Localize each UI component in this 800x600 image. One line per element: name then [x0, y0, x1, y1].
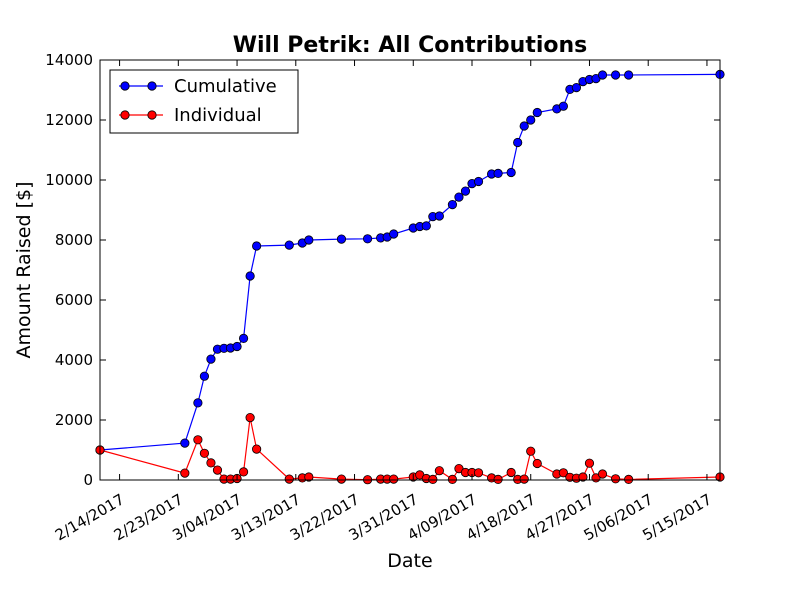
- y-axis-title: Amount Raised [$]: [13, 181, 35, 358]
- data-point-cumulative: [389, 229, 399, 239]
- data-point-cumulative: [252, 241, 262, 251]
- legend-marker: [147, 110, 157, 120]
- data-point-individual: [193, 435, 203, 445]
- plot-frame: [99, 59, 721, 481]
- data-point-cumulative: [597, 70, 608, 80]
- data-point-cumulative: [513, 137, 523, 148]
- y-tick-label: 8000: [55, 231, 93, 249]
- legend-label: Cumulative: [174, 76, 277, 97]
- data-point-individual: [180, 468, 190, 478]
- data-point-cumulative: [304, 235, 314, 245]
- data-point-individual: [519, 474, 529, 484]
- data-point-individual: [624, 474, 634, 484]
- data-point-individual: [434, 466, 444, 476]
- data-point-cumulative: [454, 192, 464, 202]
- data-point-cumulative: [336, 234, 347, 244]
- data-point-individual: [506, 467, 516, 478]
- data-point-cumulative: [519, 121, 529, 131]
- data-point-individual: [389, 474, 399, 484]
- data-point-individual: [245, 412, 255, 423]
- data-point-cumulative: [624, 70, 634, 80]
- plot-area: [95, 69, 725, 485]
- legend-box: [109, 69, 299, 134]
- data-point-cumulative: [180, 438, 190, 448]
- data-point-individual: [526, 446, 536, 456]
- data-point-cumulative: [460, 186, 471, 196]
- data-point-cumulative: [571, 83, 582, 93]
- y-tick-label: 0: [83, 471, 93, 489]
- data-point-cumulative: [610, 70, 621, 80]
- data-point-individual: [252, 444, 262, 454]
- data-point-individual: [610, 474, 621, 484]
- data-point-cumulative: [284, 240, 294, 250]
- data-point-individual: [428, 474, 438, 484]
- data-point-cumulative: [473, 176, 484, 187]
- y-tick-label: 14000: [45, 51, 93, 69]
- data-point-individual: [473, 468, 484, 478]
- legend-entry-cumulative: Cumulative: [119, 76, 277, 97]
- legend-label: Individual: [174, 105, 262, 126]
- data-point-individual: [304, 472, 314, 482]
- data-point-cumulative: [199, 371, 210, 381]
- y-tick-label: 10000: [45, 171, 93, 189]
- data-point-cumulative: [362, 234, 373, 244]
- data-point-cumulative: [493, 168, 503, 178]
- y-tick-label: 12000: [45, 111, 93, 129]
- data-point-cumulative: [532, 107, 542, 118]
- data-point-cumulative: [238, 333, 249, 343]
- data-point-cumulative: [421, 221, 431, 231]
- data-point-cumulative: [558, 101, 568, 111]
- data-point-individual: [336, 474, 347, 484]
- data-point-cumulative: [245, 271, 255, 281]
- data-point-cumulative: [206, 354, 216, 364]
- data-point-individual: [206, 458, 216, 468]
- data-point-individual: [238, 467, 249, 477]
- legend-marker: [147, 81, 157, 91]
- data-point-cumulative: [193, 398, 203, 408]
- data-point-cumulative: [506, 167, 516, 178]
- data-point-individual: [597, 469, 608, 479]
- data-point-individual: [447, 474, 458, 484]
- data-point-individual: [284, 474, 294, 484]
- y-tick-label: 2000: [55, 411, 93, 429]
- legend-entry-individual: Individual: [119, 105, 262, 126]
- legend-marker: [120, 81, 130, 91]
- data-point-cumulative: [447, 200, 458, 210]
- data-point-individual: [493, 474, 503, 484]
- data-point-individual: [578, 472, 588, 482]
- data-point-cumulative: [526, 115, 536, 125]
- data-point-cumulative: [434, 211, 444, 221]
- data-point-individual: [212, 465, 223, 475]
- data-point-individual: [584, 458, 595, 468]
- data-point-individual: [532, 458, 542, 469]
- y-tick-label: 6000: [55, 291, 93, 309]
- data-point-individual: [558, 468, 568, 478]
- data-point-cumulative: [232, 341, 242, 352]
- data-point-individual: [199, 448, 210, 458]
- x-axis-title: Date: [387, 550, 432, 572]
- chart-title: Will Petrik: All Contributions: [233, 33, 588, 58]
- legend: Cumulative Individual: [109, 69, 299, 134]
- y-tick-label: 4000: [55, 351, 93, 369]
- legend-marker: [120, 110, 130, 120]
